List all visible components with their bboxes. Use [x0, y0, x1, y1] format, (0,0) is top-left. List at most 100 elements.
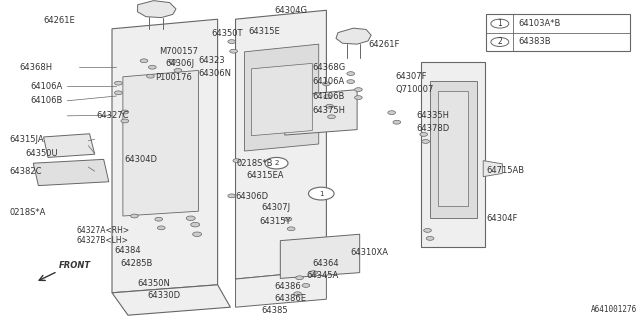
- Circle shape: [193, 232, 202, 236]
- Text: 64304G: 64304G: [274, 6, 307, 15]
- Text: 64261E: 64261E: [44, 16, 76, 25]
- Circle shape: [347, 72, 355, 76]
- Text: 64315E: 64315E: [248, 28, 280, 36]
- Text: 64306N: 64306N: [198, 69, 232, 78]
- Text: 64315JA: 64315JA: [10, 135, 44, 144]
- Polygon shape: [138, 1, 176, 18]
- Text: 64330D: 64330D: [147, 291, 180, 300]
- Text: 64315EA: 64315EA: [246, 172, 284, 180]
- Circle shape: [287, 227, 295, 231]
- Polygon shape: [280, 234, 360, 278]
- Text: 64327A<RH>: 64327A<RH>: [77, 226, 130, 235]
- Circle shape: [174, 68, 182, 72]
- Circle shape: [323, 82, 330, 86]
- Circle shape: [228, 194, 236, 198]
- Circle shape: [115, 81, 122, 85]
- Circle shape: [424, 228, 431, 232]
- Text: 64368G: 64368G: [312, 63, 346, 72]
- Text: 2: 2: [497, 37, 502, 46]
- Circle shape: [115, 91, 122, 95]
- Text: 64385: 64385: [261, 306, 288, 315]
- Circle shape: [191, 222, 200, 227]
- Circle shape: [347, 80, 355, 84]
- Circle shape: [355, 96, 362, 100]
- Text: 64304F: 64304F: [486, 214, 518, 223]
- Text: 64106A: 64106A: [312, 77, 344, 86]
- Circle shape: [121, 119, 129, 123]
- Circle shape: [169, 60, 177, 63]
- Text: A641001276: A641001276: [591, 305, 637, 314]
- Circle shape: [155, 217, 163, 221]
- Polygon shape: [123, 70, 198, 216]
- Text: M700157: M700157: [159, 47, 198, 56]
- Text: 2: 2: [275, 160, 278, 166]
- Circle shape: [147, 74, 154, 78]
- Text: 64364: 64364: [312, 259, 339, 268]
- Circle shape: [324, 95, 332, 99]
- Text: 64304D: 64304D: [125, 156, 158, 164]
- Text: 64335H: 64335H: [416, 111, 449, 120]
- Circle shape: [422, 140, 429, 143]
- Text: 64261F: 64261F: [368, 40, 399, 49]
- Circle shape: [302, 284, 310, 287]
- Text: 64327B<LH>: 64327B<LH>: [77, 236, 129, 245]
- Text: 64327C: 64327C: [96, 111, 129, 120]
- Circle shape: [308, 187, 334, 200]
- Text: 64382C: 64382C: [10, 167, 42, 176]
- Circle shape: [294, 292, 301, 296]
- Circle shape: [131, 214, 138, 218]
- Circle shape: [393, 120, 401, 124]
- Text: 64106B: 64106B: [31, 96, 63, 105]
- Circle shape: [233, 159, 241, 163]
- Polygon shape: [483, 161, 502, 177]
- Text: 64323: 64323: [198, 56, 225, 65]
- Circle shape: [121, 110, 129, 114]
- Circle shape: [148, 65, 156, 69]
- Text: 64368H: 64368H: [19, 63, 52, 72]
- Polygon shape: [236, 10, 326, 279]
- Text: 1: 1: [497, 19, 502, 28]
- Circle shape: [230, 49, 237, 53]
- Text: 64345A: 64345A: [306, 271, 338, 280]
- Text: 64106A: 64106A: [31, 82, 63, 91]
- Polygon shape: [252, 63, 312, 136]
- Circle shape: [355, 88, 362, 92]
- Circle shape: [328, 115, 335, 119]
- Text: 64310XA: 64310XA: [351, 248, 388, 257]
- Circle shape: [157, 226, 165, 230]
- Polygon shape: [421, 62, 485, 247]
- Text: 1: 1: [319, 191, 324, 196]
- Polygon shape: [285, 90, 357, 135]
- Polygon shape: [33, 159, 109, 186]
- Text: 64350U: 64350U: [26, 149, 58, 158]
- Text: 64306D: 64306D: [236, 192, 269, 201]
- Text: 64378D: 64378D: [416, 124, 449, 133]
- Text: 64350T: 64350T: [211, 29, 243, 38]
- Circle shape: [326, 104, 333, 108]
- Text: 64307F: 64307F: [396, 72, 427, 81]
- Text: 64384: 64384: [114, 246, 141, 255]
- Circle shape: [420, 132, 428, 136]
- Polygon shape: [236, 270, 326, 307]
- Text: Q710007: Q710007: [396, 85, 434, 94]
- Circle shape: [491, 37, 509, 46]
- Polygon shape: [336, 28, 371, 44]
- Text: P100176: P100176: [155, 73, 192, 82]
- Circle shape: [491, 19, 509, 28]
- Text: 64386E: 64386E: [274, 294, 306, 303]
- Text: 64307J: 64307J: [261, 204, 291, 212]
- Circle shape: [284, 217, 292, 221]
- Circle shape: [388, 111, 396, 115]
- Text: 64315Y: 64315Y: [259, 217, 291, 226]
- Text: FRONT: FRONT: [59, 261, 91, 270]
- Polygon shape: [44, 134, 95, 157]
- Text: 64106B: 64106B: [312, 92, 345, 101]
- Polygon shape: [438, 91, 468, 206]
- Circle shape: [426, 236, 434, 240]
- Text: 64285B: 64285B: [120, 260, 153, 268]
- Polygon shape: [430, 81, 477, 218]
- Text: 64715AB: 64715AB: [486, 166, 525, 175]
- Polygon shape: [112, 19, 218, 293]
- Circle shape: [186, 216, 195, 220]
- Text: 64350N: 64350N: [138, 279, 170, 288]
